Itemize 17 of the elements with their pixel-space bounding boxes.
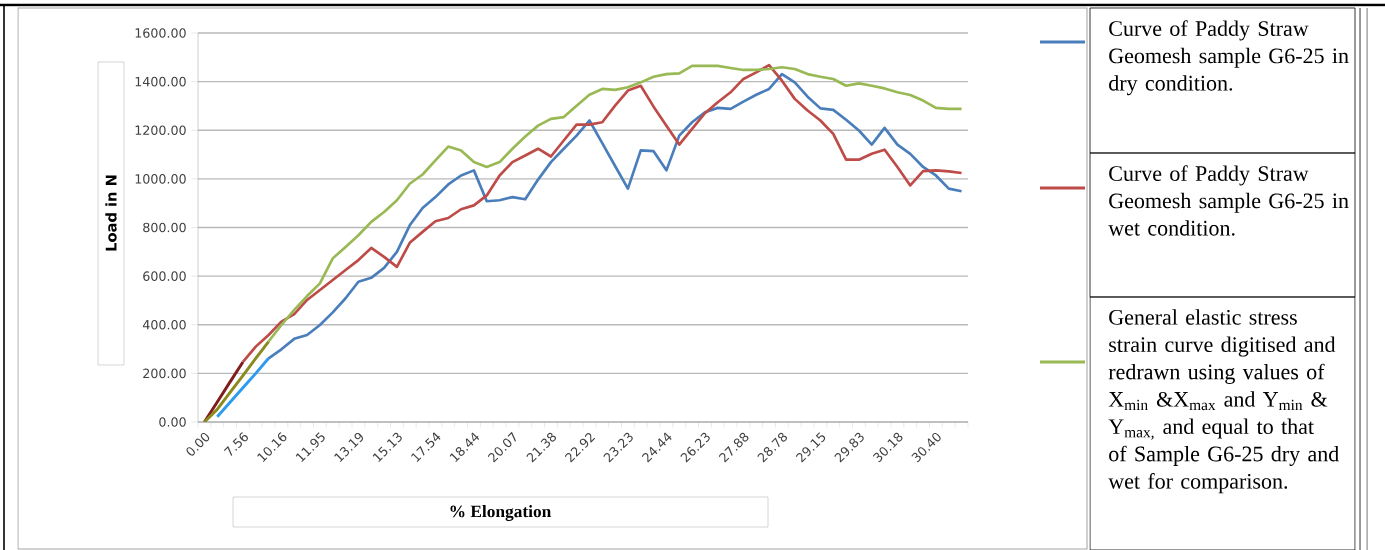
- y-tick-label: 200.00: [143, 368, 186, 379]
- y-axis-title: Load in N: [105, 175, 117, 251]
- y-tick-label: 800.00: [143, 222, 186, 233]
- y-tick-label: 1400.00: [135, 76, 186, 87]
- legend-label: Curve of Paddy Straw Geomesh sample G6-25 in wet condition.: [1108, 165, 1349, 236]
- line-series: [202, 360, 245, 422]
- y-tick-label: 600.00: [143, 271, 186, 281]
- line-series: [215, 356, 271, 419]
- y-tick-label: 1600.00: [135, 28, 186, 38]
- y-tick-label: 400.00: [142, 319, 186, 330]
- x-axis-title: % Elongation: [450, 505, 552, 521]
- legend-label: Curve of Paddy Straw Geomesh sample G6-25 in dry condition.: [1109, 20, 1349, 96]
- y-tick-label: 1200.00: [135, 125, 186, 136]
- text: General elastic stress strain curve digitised and redrawn using values of X$_{min}$ &X$_{max}$ and Y$_{min}$ & Y$_{max,}$ and equal to that of Sample G6-25 dry and wet for comparison.: [1108, 309, 1339, 494]
- y-tick-label: 1000.00: [135, 174, 186, 184]
- line-series: [202, 340, 271, 422]
- y-tick-label: 0.00: [159, 417, 186, 427]
